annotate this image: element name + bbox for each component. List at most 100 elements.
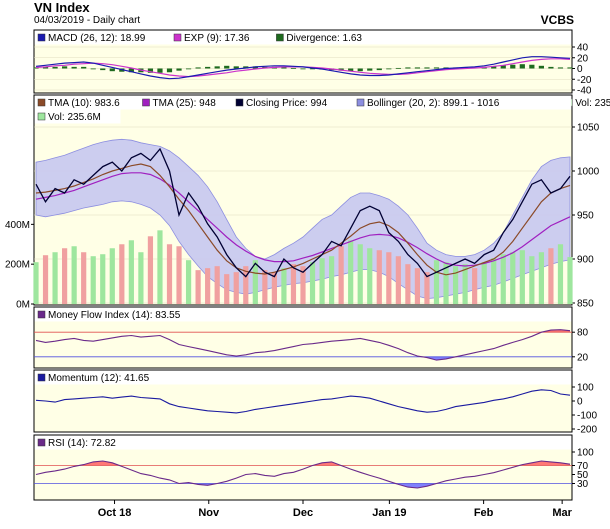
volume-bar	[338, 246, 344, 304]
volume-bar	[395, 256, 401, 304]
volume-bar	[405, 264, 411, 304]
volume-bar	[491, 258, 497, 304]
volume-bar	[81, 252, 87, 304]
divergence-bar	[214, 66, 220, 69]
divergence-bar	[224, 65, 230, 69]
macd-legend-swatch	[173, 33, 182, 42]
volume-bar	[481, 262, 487, 304]
price-legend-swatch	[142, 98, 150, 107]
volume-bar	[281, 268, 287, 304]
x-tick-label: Feb	[474, 507, 494, 519]
rsi-tick-label: 70	[577, 461, 589, 472]
divergence-bar	[71, 66, 77, 69]
divergence-bar	[519, 64, 525, 69]
divergence-bar	[567, 67, 573, 69]
price-legend-swatch	[37, 98, 46, 107]
volume-bar	[100, 254, 106, 304]
price-legend-label: Closing Price: 994	[246, 98, 328, 109]
rsi-overbought-fill	[36, 461, 570, 466]
macd-legend-label: Divergence: 1.63	[286, 33, 362, 44]
price-legend-swatch	[356, 98, 365, 107]
rsi-legend-label: RSI (14): 72.82	[48, 438, 116, 449]
divergence-bar	[52, 66, 58, 69]
macd-tick-label: 40	[577, 43, 589, 54]
volume-bar	[224, 274, 230, 304]
mfi-tick-label: 80	[577, 328, 589, 339]
divergence-bar	[433, 67, 440, 69]
volume-bar	[329, 256, 335, 304]
volume-bar	[214, 266, 220, 304]
volume-bar	[357, 244, 363, 304]
divergence-bar	[157, 68, 163, 73]
divergence-bar	[100, 68, 106, 71]
divergence-bar	[290, 67, 297, 69]
mfi-oversold-fill	[36, 356, 570, 361]
divergence-bar	[548, 66, 554, 69]
volume-bar	[233, 272, 239, 304]
rsi-tick-label: 30	[577, 479, 589, 490]
volume-bar	[71, 246, 77, 304]
divergence-bar	[348, 68, 354, 72]
volume-bar	[90, 256, 96, 304]
volume-bar	[290, 264, 297, 304]
mfi-legend-label: Money Flow Index (14): 83.55	[48, 310, 181, 321]
volume-bar	[529, 256, 535, 304]
volume-bar	[252, 260, 258, 304]
momentum-legend-bg	[34, 370, 572, 385]
volume-bar	[462, 264, 468, 304]
divergence-bar	[309, 68, 316, 70]
volume-bar	[195, 270, 201, 304]
volume-bar	[452, 266, 459, 304]
volume-bar	[548, 248, 554, 304]
mfi-tick-label: 20	[577, 352, 589, 363]
divergence-bar	[233, 66, 239, 69]
mfi-legend-bg	[34, 307, 572, 322]
volume-bar	[386, 252, 392, 304]
volume-bar	[119, 244, 125, 304]
volume-bar	[62, 248, 68, 304]
volume-bar	[424, 272, 430, 304]
divergence-bar	[81, 66, 87, 69]
chart-subtitle: 04/03/2019 - Daily chart	[34, 15, 141, 26]
divergence-bar	[500, 65, 506, 69]
volume-bar	[185, 260, 192, 304]
price-tick-label: 1000	[577, 167, 600, 178]
volume-bar	[300, 266, 306, 304]
chart-title: VN Index	[34, 0, 90, 15]
volume-bar	[510, 252, 516, 304]
rsi-tick-label: 50	[577, 470, 589, 481]
momentum-tick-label: 0	[577, 397, 583, 408]
closing-price-line	[35, 147, 571, 278]
volume-legend-label: Vol: 235.6M	[48, 112, 101, 123]
rsi-line	[35, 460, 571, 489]
volume-bar	[128, 240, 134, 304]
divergence-bar	[405, 67, 411, 69]
price-tick-label: 850	[577, 299, 594, 310]
volume-bar	[519, 250, 525, 304]
volume-bar	[109, 248, 115, 304]
price-legend-label: Bollinger (20, 2): 899.1 - 1016	[367, 98, 500, 109]
price-legend-label: TMA (25): 948	[153, 98, 217, 109]
rsi-legend-swatch	[37, 438, 46, 447]
price-legend-label: Vol: 235.6M	[575, 98, 610, 109]
divergence-bar	[205, 66, 211, 69]
macd-legend-label: MACD (26, 12): 18.99	[48, 33, 146, 44]
divergence-bar	[538, 65, 544, 69]
volume-bar	[367, 248, 373, 304]
price-legend-label: TMA (10): 983.6	[48, 98, 120, 109]
divergence-bar	[281, 67, 287, 69]
price-legend-bg-row2	[34, 109, 121, 124]
divergence-bar	[195, 67, 201, 69]
volume-bar	[319, 258, 325, 304]
volume-bar	[205, 268, 211, 304]
divergence-bar	[357, 68, 363, 72]
price-legend-bg-row1	[34, 95, 572, 110]
divergence-bar	[62, 66, 68, 69]
divergence-bar	[33, 67, 39, 69]
mfi-legend-swatch	[37, 310, 46, 319]
divergence-bar	[376, 68, 382, 71]
price-tick-label: 950	[577, 211, 594, 222]
divergence-bar	[90, 68, 96, 70]
macd-legend-label: EXP (9): 17.36	[184, 33, 250, 44]
price-tick-label: 900	[577, 255, 594, 266]
